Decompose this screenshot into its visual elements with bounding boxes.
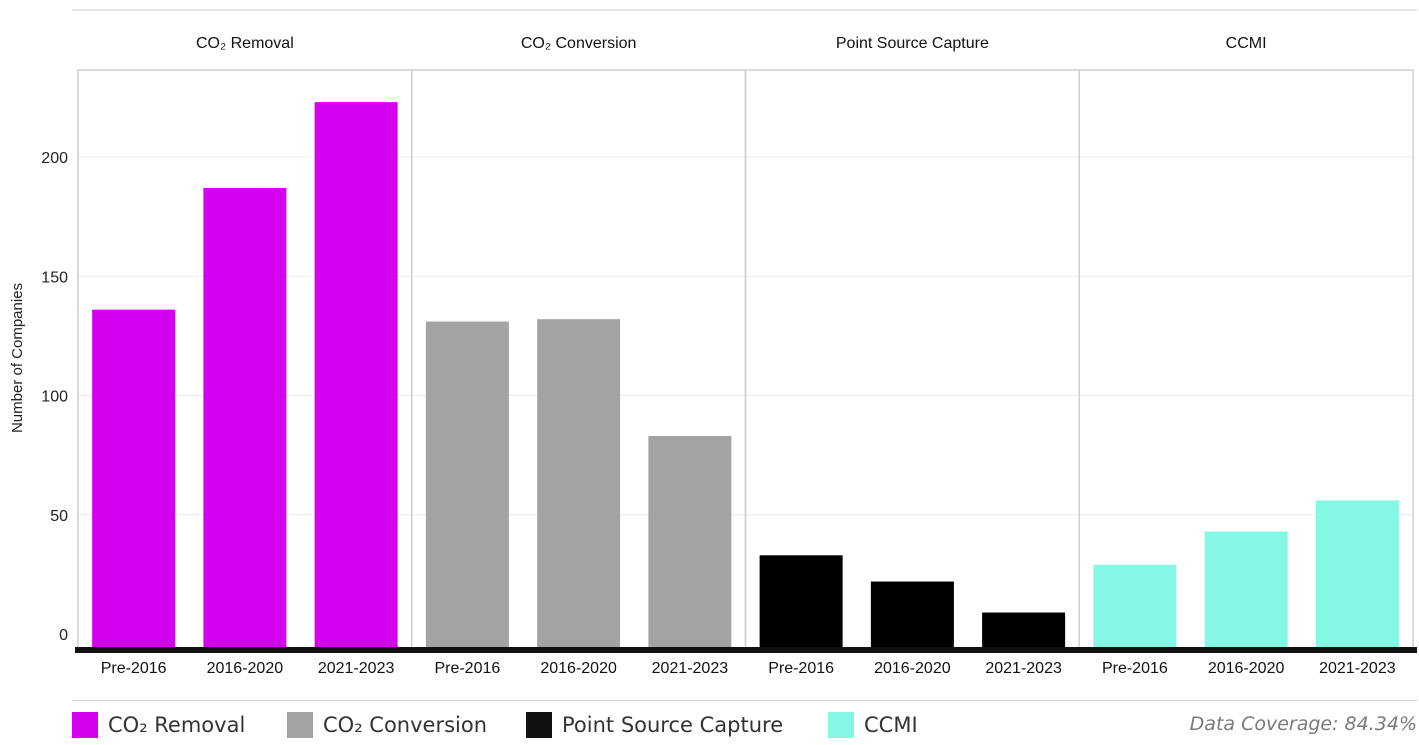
panel-title-co2-conversion: CO₂ Conversion xyxy=(521,35,637,52)
bar-point-source-capture-2021-2023 xyxy=(982,612,1066,648)
bar-co2-conversion-2021-2023 xyxy=(648,436,732,648)
bar-ccmi-2021-2023 xyxy=(1315,500,1399,648)
bar-ccmi-2016-2020 xyxy=(1204,531,1288,648)
x-tick-label-co2-conversion-2021-2023: 2021-2023 xyxy=(652,660,729,677)
y-tick-label: 100 xyxy=(41,389,68,406)
bar-co2-conversion-pre-2016 xyxy=(425,321,509,648)
bar-co2-conversion-2016-2020 xyxy=(537,319,621,648)
x-tick-label-co2-removal-2016-2020: 2016-2020 xyxy=(207,660,284,677)
panel-title-co2-removal: CO₂ Removal xyxy=(196,35,294,52)
bar-point-source-capture-2016-2020 xyxy=(870,581,954,648)
y-tick-label: 200 xyxy=(41,150,68,167)
data-coverage-note: Data Coverage: 84.34% xyxy=(1189,713,1417,735)
legend: CO₂ Removal CO₂ Conversion Point Source … xyxy=(72,700,1417,745)
y-axis-label: Number of Companies xyxy=(9,283,26,433)
legend-swatch-co2-conversion xyxy=(287,712,313,738)
panel-title-point-source-capture: Point Source Capture xyxy=(836,35,989,52)
x-tick-label-point-source-capture-2021-2023: 2021-2023 xyxy=(985,660,1062,677)
faceted-bar-chart: Number of Companies 0 50 100 150 200 CO₂ Remo… xyxy=(9,9,1417,677)
legend-swatch-point-source-capture xyxy=(526,712,552,738)
bar-point-source-capture-pre-2016 xyxy=(759,555,843,648)
bar-co2-removal-pre-2016 xyxy=(92,309,176,648)
legend-label-co2-conversion: CO₂ Conversion xyxy=(323,713,488,737)
bar-co2-removal-2016-2020 xyxy=(203,188,287,648)
legend-item-point-source-capture: Point Source Capture xyxy=(526,711,783,739)
panel-title-ccmi: CCMI xyxy=(1226,35,1267,52)
x-tick-label-co2-conversion-2016-2020: 2016-2020 xyxy=(540,660,617,677)
y-tick-label: 150 xyxy=(41,269,68,286)
x-tick-label-ccmi-pre-2016: Pre-2016 xyxy=(1102,660,1168,677)
y-tick-label: 50 xyxy=(50,508,68,525)
x-tick-label-ccmi-2016-2020: 2016-2020 xyxy=(1208,660,1285,677)
legend-item-co2-conversion: CO₂ Conversion xyxy=(287,711,487,739)
legend-label-point-source-capture: Point Source Capture xyxy=(562,713,784,737)
legend-swatch-co2-removal xyxy=(72,712,98,738)
x-tick-label-co2-conversion-pre-2016: Pre-2016 xyxy=(434,660,500,677)
bar-ccmi-pre-2016 xyxy=(1093,564,1177,648)
y-tick-label: 0 xyxy=(59,627,68,644)
x-tick-label-ccmi-2021-2023: 2021-2023 xyxy=(1319,660,1396,677)
x-tick-label-point-source-capture-pre-2016: Pre-2016 xyxy=(768,660,834,677)
legend-label-co2-removal: CO₂ Removal xyxy=(108,713,246,737)
x-tick-label-point-source-capture-2016-2020: 2016-2020 xyxy=(874,660,951,677)
x-tick-label-co2-removal-2021-2023: 2021-2023 xyxy=(318,660,395,677)
legend-item-co2-removal: CO₂ Removal xyxy=(72,711,245,739)
legend-label-ccmi: CCMI xyxy=(864,713,918,737)
x-tick-label-co2-removal-pre-2016: Pre-2016 xyxy=(101,660,167,677)
bar-co2-removal-2021-2023 xyxy=(314,102,398,648)
legend-item-ccmi: CCMI xyxy=(828,711,918,739)
legend-swatch-ccmi xyxy=(828,712,854,738)
